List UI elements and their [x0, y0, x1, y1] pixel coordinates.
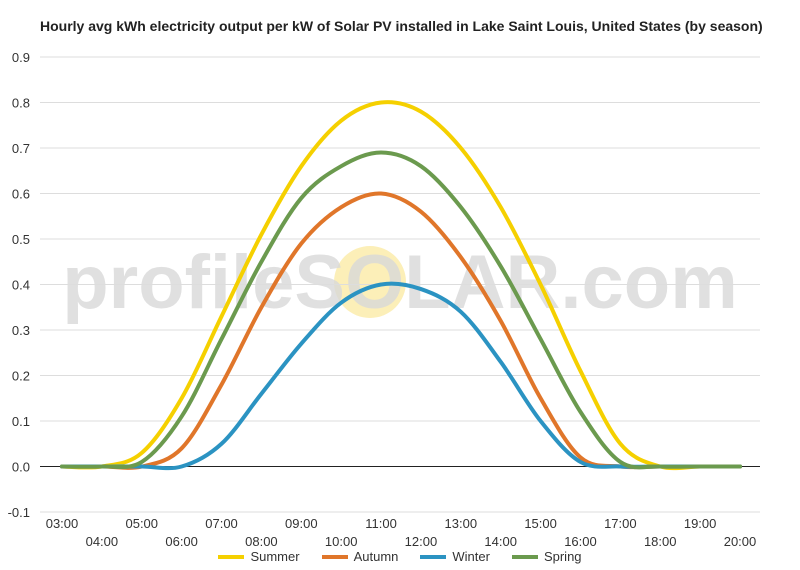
x-tick-label: 07:00 [205, 516, 238, 531]
x-tick-label: 08:00 [245, 534, 278, 549]
y-tick-label: 0.2 [12, 369, 30, 384]
legend-label-winter: Winter [452, 549, 490, 564]
x-tick-label: 11:00 [365, 516, 397, 531]
x-tick-label: 18:00 [644, 534, 677, 549]
legend-swatch-spring [511, 554, 538, 559]
series-line-winter [60, 281, 742, 471]
y-tick-label: 0.6 [12, 187, 30, 202]
y-tick-label: 0.9 [12, 50, 30, 65]
x-tick-label: 19:00 [684, 516, 717, 531]
watermark-sun [334, 246, 406, 318]
x-tick-label: 03:00 [46, 516, 79, 531]
legend-swatch-winter [420, 554, 447, 559]
x-tick-label: 06:00 [165, 534, 198, 549]
series-lines [60, 100, 742, 471]
legend-label-autumn: Autumn [353, 549, 399, 564]
y-tick-label: 0.4 [12, 278, 30, 293]
x-tick-label: 09:00 [285, 516, 318, 531]
legend: Summer Autumn Winter Spring [0, 549, 800, 564]
x-tick-label: 17:00 [604, 516, 637, 531]
x-tick-label: 15:00 [524, 516, 557, 531]
chart-title: Hourly avg kWh electricity output per kW… [40, 18, 763, 34]
y-tick-label: 0.5 [12, 232, 30, 247]
x-tick-label: 13:00 [445, 516, 478, 531]
x-axis-ticks: 03:00 04:00 05:00 06:00 07:00 08:00 09:00 10:00… [46, 516, 757, 549]
legend-item-autumn: Autumn [321, 549, 399, 564]
y-tick-label: 0.7 [12, 141, 30, 156]
y-axis-ticks: -0.1 0.0 0.1 0.2 0.3 0.4 0.5 0.6 0.7 0.8 0.9 [8, 50, 30, 520]
x-tick-label: 10:00 [325, 534, 358, 549]
series-line-spring [60, 150, 742, 470]
x-tick-label: 20:00 [724, 534, 757, 549]
series-line-summer [60, 100, 742, 471]
y-tick-label: 0.8 [12, 96, 30, 111]
grid-lines [40, 56, 760, 513]
legend-label-summer: Summer [250, 549, 300, 564]
x-tick-label: 04:00 [86, 534, 119, 549]
y-tick-label: 0.3 [12, 323, 30, 338]
legend-item-winter: Winter [420, 549, 490, 564]
legend-swatch-summer [218, 554, 245, 559]
y-tick-label: 0.0 [12, 460, 30, 475]
legend-item-summer: Summer [218, 549, 300, 564]
legend-label-spring: Spring [543, 549, 582, 564]
legend-item-spring: Spring [511, 549, 582, 564]
legend-swatch-autumn [321, 554, 348, 559]
y-tick-label: -0.1 [8, 505, 30, 520]
x-tick-label: 16:00 [564, 534, 597, 549]
x-tick-label: 12:00 [405, 534, 438, 549]
x-tick-label: 14:00 [484, 534, 517, 549]
y-tick-label: 0.1 [12, 414, 30, 429]
x-tick-label: 05:00 [125, 516, 158, 531]
